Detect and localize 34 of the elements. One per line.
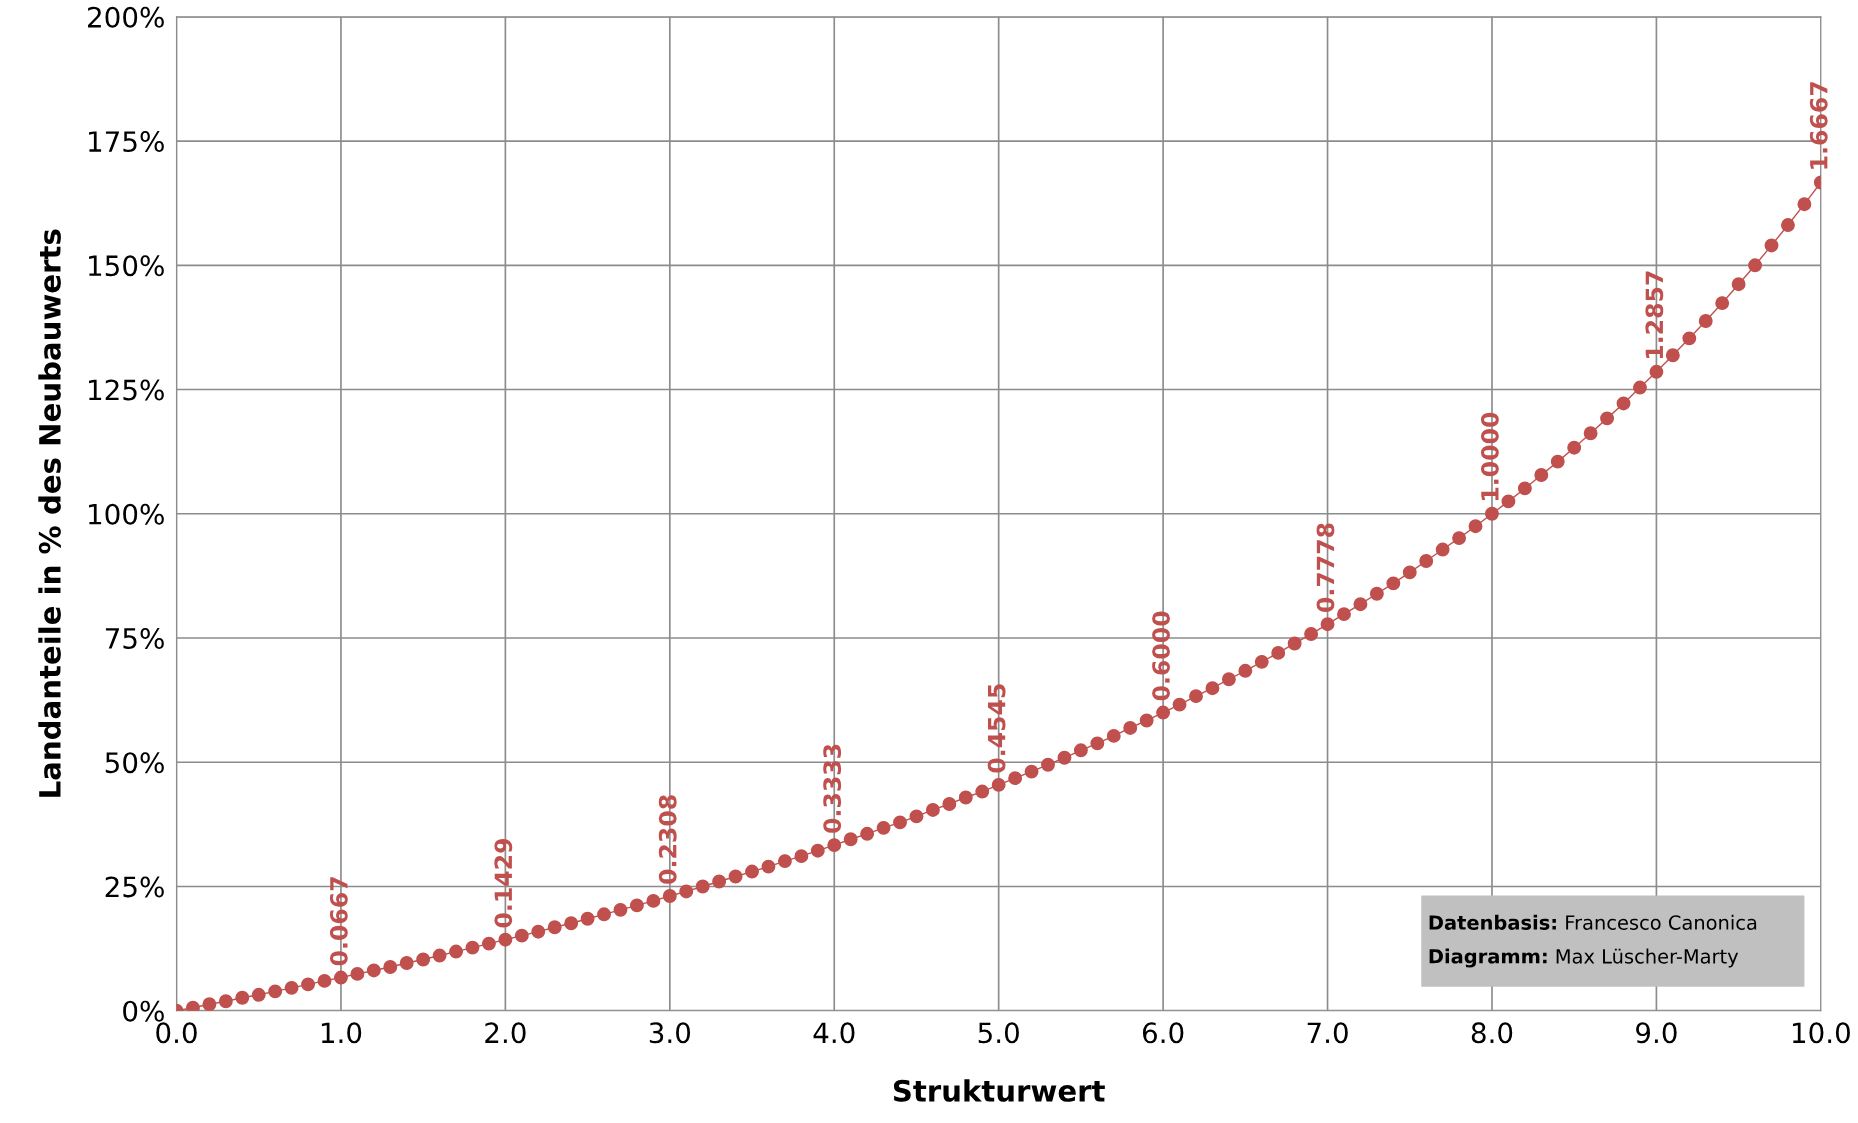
data-label: 0.7778: [1316, 523, 1335, 612]
data-label: 0.0667: [329, 877, 348, 966]
x-tick-label: 8.0: [1471, 1022, 1513, 1044]
x-tick-label: 3.0: [649, 1022, 691, 1044]
x-tick-label: 10.0: [1792, 1022, 1850, 1044]
y-tick-label: 50%: [105, 752, 164, 774]
x-tick-label: 5.0: [978, 1022, 1019, 1044]
x-tick-label: 4.0: [813, 1022, 855, 1044]
y-tick-label: 150%: [89, 255, 164, 277]
x-tick-label: 1.0: [321, 1022, 362, 1044]
y-axis-title: Landanteile in % des Neubauwerts: [38, 229, 61, 797]
y-tick-label: 125%: [89, 379, 164, 401]
annotation: Diagramm: Max Lüscher-Marty: [1429, 948, 1739, 968]
y-tick-label: 200%: [88, 6, 164, 28]
data-label: 0.1429: [494, 838, 513, 928]
x-tick-label: 6.0: [1142, 1022, 1184, 1044]
y-tick-label: 75%: [105, 627, 164, 649]
y-tick-label: 175%: [89, 131, 164, 153]
x-tick-label: 0.0: [156, 1022, 197, 1044]
y-tick-label: 100%: [89, 503, 164, 525]
data-label: 1.0000: [1480, 412, 1499, 500]
annotation: Datenbasis: Francesco Canonica: [1429, 914, 1757, 930]
data-label: 0.4545: [987, 684, 1006, 773]
data-label: 0.6000: [1152, 611, 1170, 701]
data-label: 0.3333: [823, 744, 842, 833]
x-tick-label: 2.0: [485, 1022, 526, 1044]
data-label: 0.2308: [658, 795, 677, 884]
y-tick-label: 25%: [105, 876, 164, 898]
data-label: 1.2857: [1645, 271, 1664, 359]
x-tick-label: 7.0: [1307, 1022, 1348, 1044]
x-tick-label: 9.0: [1636, 1022, 1677, 1044]
x-axis-title: Strukturwert: [893, 1079, 1105, 1102]
data-label: 1.6667: [1809, 82, 1828, 169]
y-tick-label: 0%: [123, 1000, 164, 1022]
